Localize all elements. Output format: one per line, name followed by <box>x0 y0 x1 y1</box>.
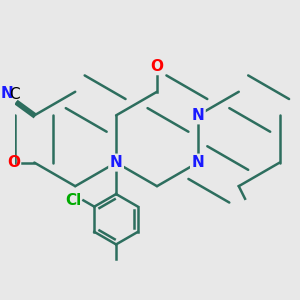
Text: Cl: Cl <box>66 193 82 208</box>
Text: O: O <box>151 59 164 74</box>
Text: N: N <box>191 108 204 123</box>
Text: N: N <box>191 155 204 170</box>
Text: N: N <box>110 155 122 170</box>
Text: C: C <box>10 87 20 102</box>
Text: O: O <box>7 155 20 170</box>
Text: N: N <box>1 86 14 101</box>
